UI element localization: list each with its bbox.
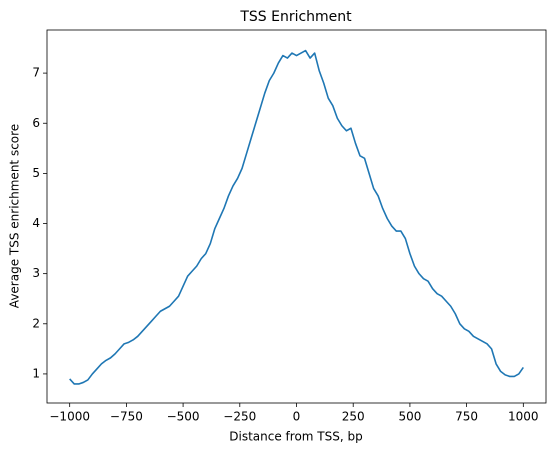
x-tick-label: 500 bbox=[398, 410, 421, 424]
x-tick-label: 250 bbox=[342, 410, 365, 424]
y-tick-label: 7 bbox=[32, 66, 40, 80]
x-tick-label: 750 bbox=[455, 410, 478, 424]
x-tick-label: −1000 bbox=[49, 410, 90, 424]
y-tick-label: 1 bbox=[32, 366, 40, 380]
axes-frame bbox=[46, 29, 547, 404]
chart-title: TSS Enrichment bbox=[239, 9, 352, 25]
y-tick-label: 5 bbox=[32, 166, 40, 180]
y-tick-label: 3 bbox=[32, 266, 40, 280]
x-tick-label: 0 bbox=[293, 410, 301, 424]
data-line bbox=[69, 49, 524, 385]
x-tick-label: −250 bbox=[223, 410, 256, 424]
y-tick-label: 4 bbox=[32, 216, 40, 230]
x-tick-label: 1000 bbox=[508, 410, 539, 424]
y-tick-label: 6 bbox=[32, 116, 40, 130]
x-tick-label: −500 bbox=[167, 410, 200, 424]
x-axis-label: Distance from TSS, bp bbox=[229, 430, 362, 444]
y-tick-label: 2 bbox=[32, 316, 40, 330]
y-axis-label: Average TSS enrichment score bbox=[8, 124, 22, 308]
x-tick-label: −750 bbox=[110, 410, 143, 424]
